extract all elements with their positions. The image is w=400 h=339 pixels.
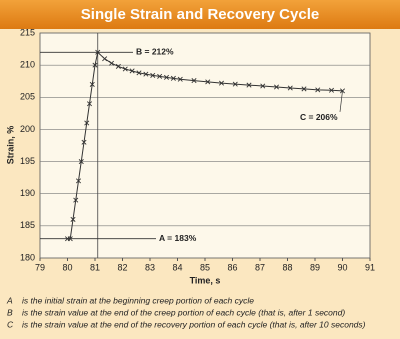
y-axis-label: Strain, % bbox=[5, 126, 15, 165]
data-point bbox=[328, 87, 335, 93]
chart-title: Single Strain and Recovery Cycle bbox=[81, 6, 319, 23]
data-point bbox=[157, 73, 163, 79]
data-point bbox=[170, 75, 176, 81]
x-tick-label: 82 bbox=[117, 262, 127, 272]
footnote-text: is the strain value at the end of the cr… bbox=[22, 307, 345, 317]
annotation-label: B = 212% bbox=[136, 47, 174, 57]
x-tick-label: 83 bbox=[145, 262, 155, 272]
annotation-leader bbox=[339, 90, 343, 112]
footnote-letter: C bbox=[7, 319, 14, 329]
data-point bbox=[136, 70, 142, 76]
x-tick-label: 88 bbox=[282, 262, 292, 272]
x-tick-label: 90 bbox=[337, 262, 347, 272]
data-point bbox=[177, 76, 183, 82]
data-point bbox=[287, 85, 293, 91]
x-tick-label: 91 bbox=[365, 262, 375, 272]
annotation-label: A = 183% bbox=[159, 233, 197, 243]
data-point bbox=[108, 60, 115, 66]
data-point bbox=[89, 81, 95, 87]
header-bar bbox=[0, 0, 400, 29]
data-point bbox=[86, 101, 93, 107]
data-point bbox=[191, 78, 197, 84]
y-tick-label: 190 bbox=[20, 188, 35, 198]
x-axis-label: Time, s bbox=[190, 275, 221, 285]
x-tick-label: 80 bbox=[62, 262, 72, 272]
x-tick-label: 85 bbox=[200, 262, 210, 272]
data-point bbox=[92, 62, 98, 68]
data-point bbox=[129, 68, 135, 74]
x-tick-label: 81 bbox=[90, 262, 100, 272]
data-point bbox=[163, 74, 170, 80]
data-point bbox=[70, 216, 76, 222]
annotation-label: C = 206% bbox=[300, 112, 338, 122]
y-tick-label: 215 bbox=[20, 27, 35, 37]
data-point bbox=[339, 88, 346, 94]
data-point bbox=[232, 81, 238, 87]
data-point bbox=[84, 120, 90, 126]
footnote-text: is the initial strain at the beginning c… bbox=[22, 295, 254, 305]
plot-area bbox=[39, 32, 371, 259]
data-point bbox=[218, 80, 225, 86]
y-tick-label: 185 bbox=[20, 220, 35, 230]
footnote-letter: B bbox=[7, 307, 13, 317]
y-tick-label: 205 bbox=[20, 92, 35, 102]
data-point bbox=[78, 159, 84, 165]
data-point bbox=[75, 178, 82, 184]
data-point bbox=[122, 66, 128, 72]
y-tick-label: 180 bbox=[20, 252, 35, 262]
data-point bbox=[150, 72, 156, 78]
data-line bbox=[67, 51, 343, 240]
y-tick-label: 195 bbox=[20, 156, 35, 166]
data-point bbox=[315, 87, 321, 93]
data-point bbox=[246, 82, 252, 88]
data-point bbox=[95, 49, 101, 55]
y-tick-label: 210 bbox=[20, 60, 35, 70]
x-tick-label: 87 bbox=[255, 262, 265, 272]
data-point bbox=[81, 139, 87, 145]
data-point bbox=[73, 197, 79, 203]
data-point bbox=[67, 236, 73, 242]
data-point bbox=[273, 84, 280, 90]
y-tick-label: 200 bbox=[20, 124, 35, 134]
x-tick-label: 89 bbox=[310, 262, 320, 272]
footnote-text: is the strain value at the end of the re… bbox=[22, 319, 366, 329]
data-point bbox=[102, 56, 108, 62]
x-tick-label: 86 bbox=[227, 262, 237, 272]
x-tick-label: 79 bbox=[35, 262, 45, 272]
x-tick-label: 84 bbox=[172, 262, 182, 272]
data-point bbox=[301, 86, 307, 92]
data-point bbox=[143, 71, 149, 77]
footnote-letter: A bbox=[6, 295, 13, 305]
data-point bbox=[260, 83, 266, 89]
data-point bbox=[115, 63, 121, 69]
data-point bbox=[205, 79, 211, 85]
